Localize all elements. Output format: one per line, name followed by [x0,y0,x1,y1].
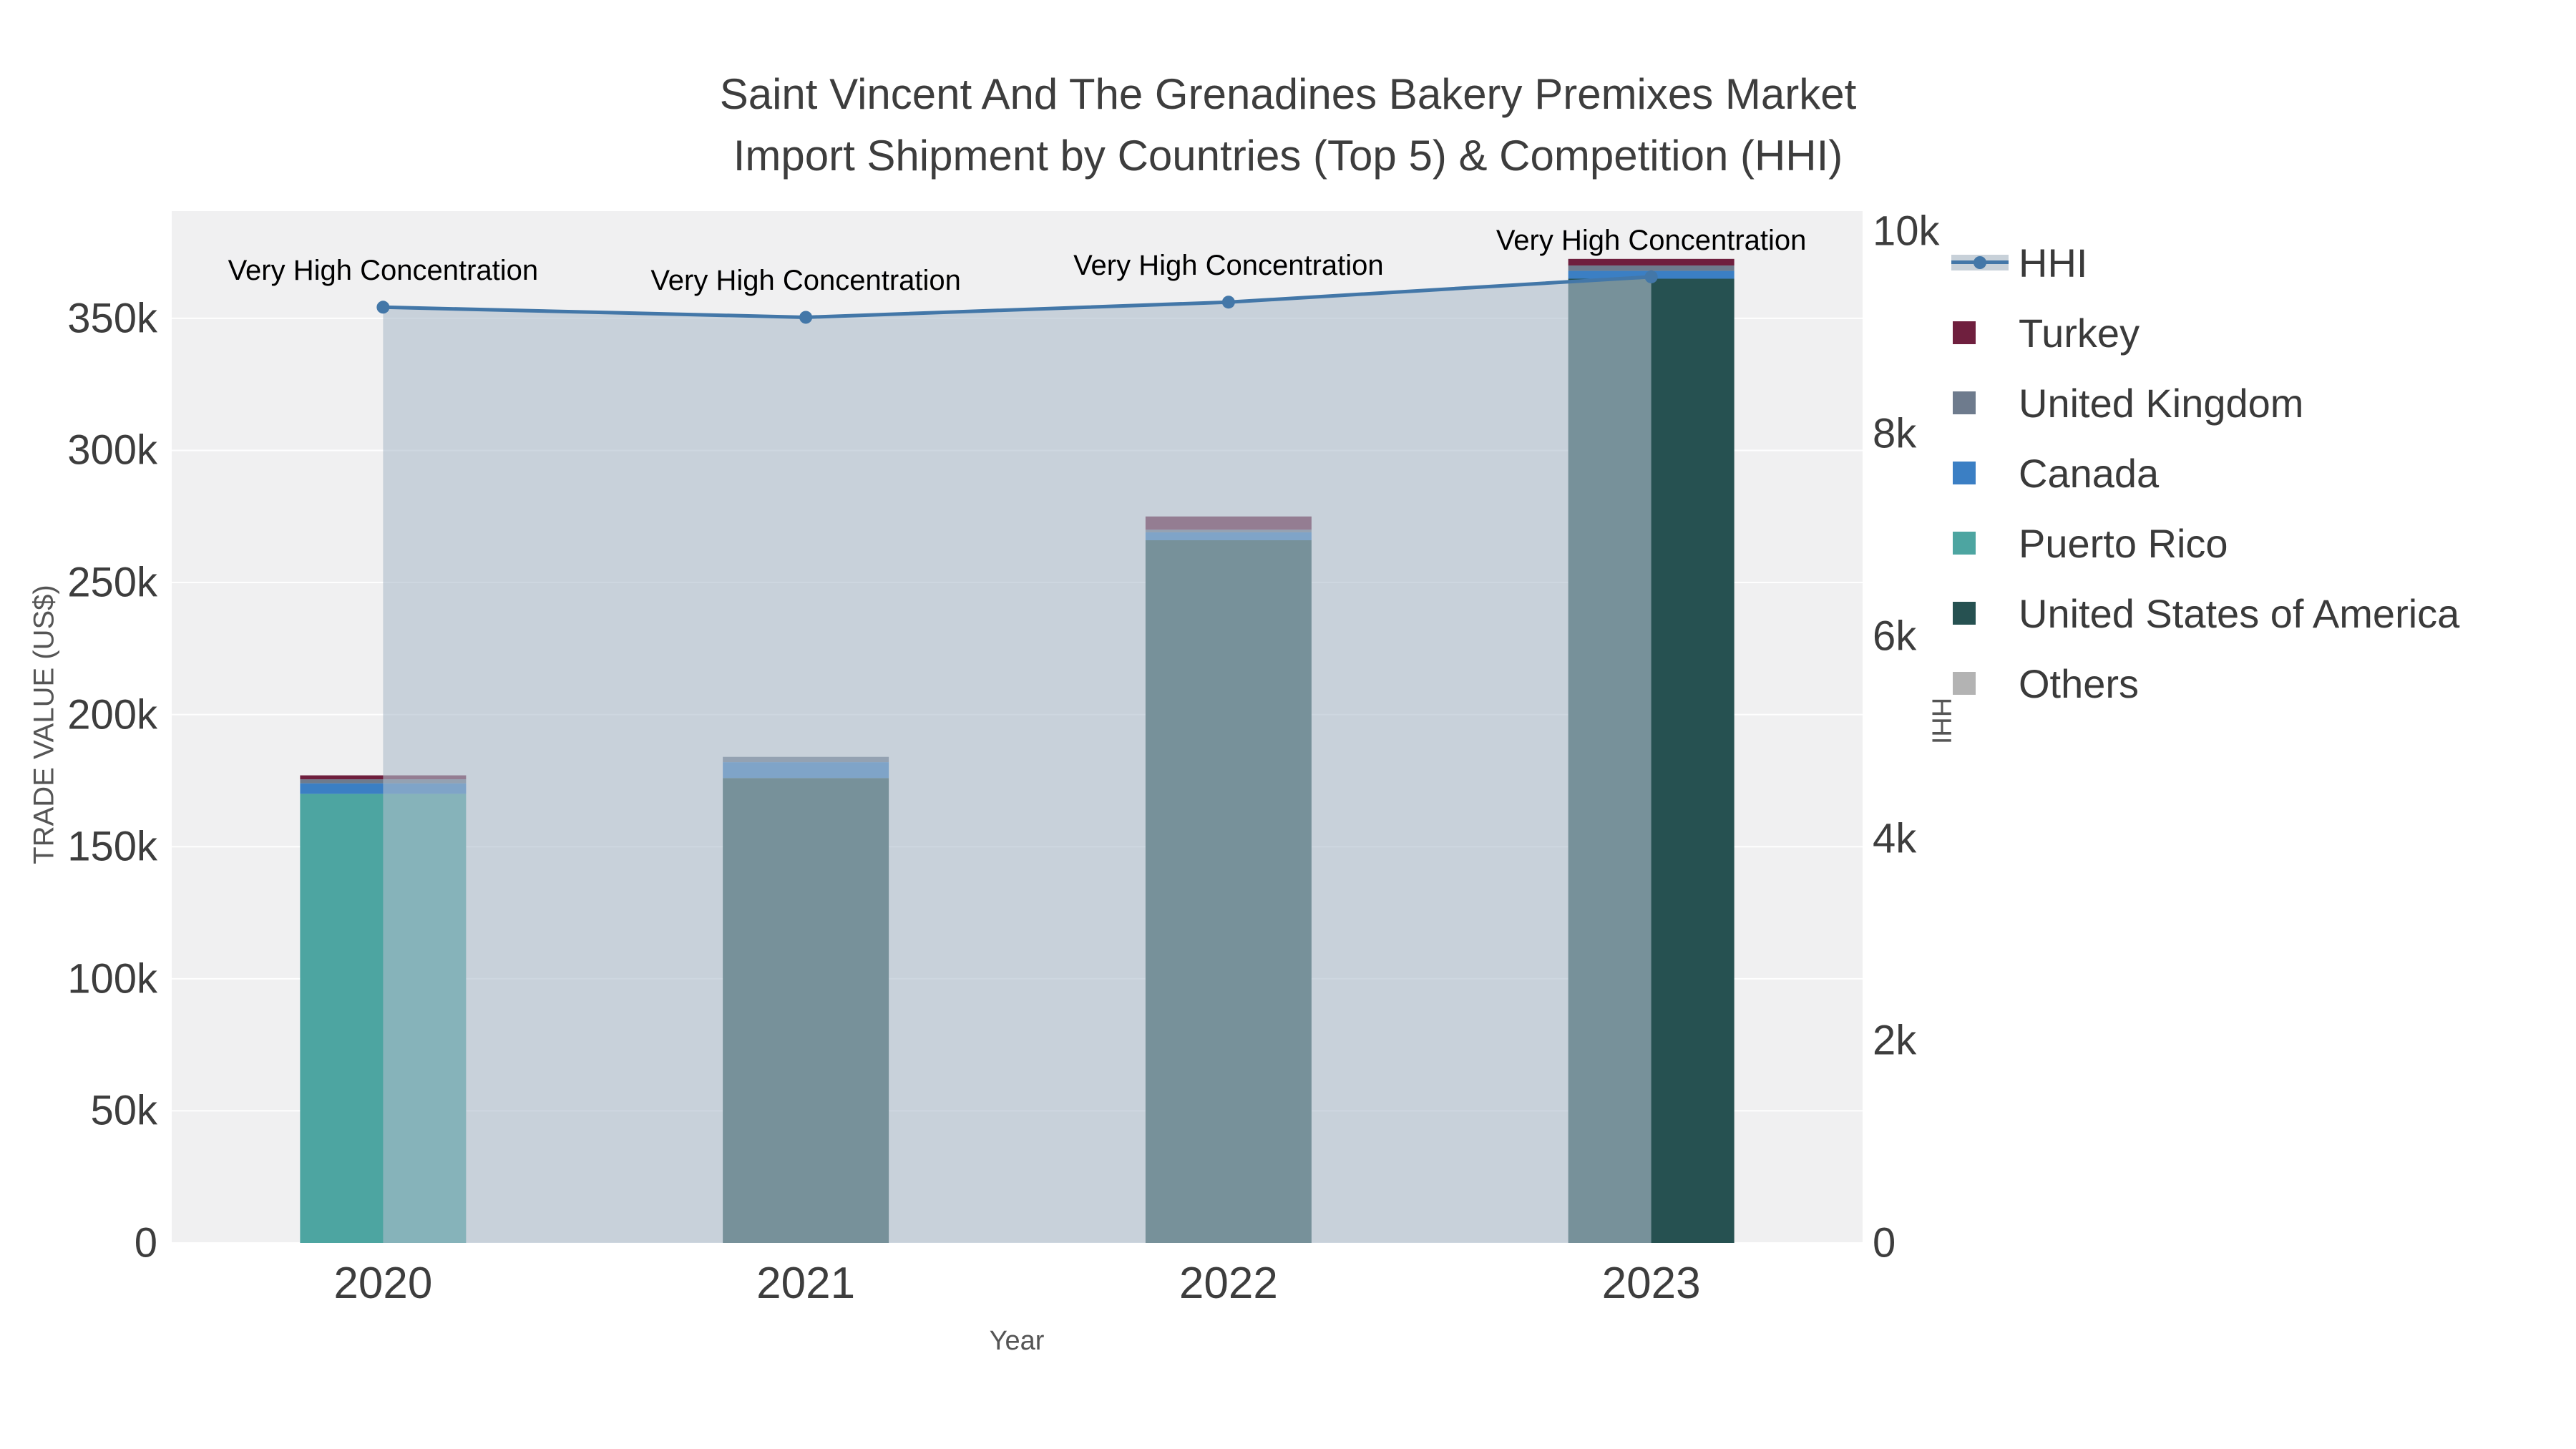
legend-label: Canada [2019,450,2160,496]
bar-segment-turkey-2023 [1568,258,1735,266]
chart-title: Saint Vincent And The Grenadines Bakery … [0,64,2576,187]
y-right-tick-0: 0 [1873,1219,1896,1267]
y-left-tick-300k: 300k [67,426,157,474]
hhi-area-fill [383,276,1652,1244]
y-left-tick-200k: 200k [67,691,157,738]
legend-swatch-icon [1951,532,2014,555]
hhi-annotation-2021: Very High Concentration [650,265,961,297]
x-tick-2021: 2021 [756,1259,856,1308]
y-right-tick-4k: 4k [1873,815,1917,862]
hhi-annotation-2020: Very High Concentration [228,255,539,287]
x-tick-2023: 2023 [1601,1259,1701,1308]
bar-segment-united-kingdom-2023 [1568,265,1735,271]
y-right-tick-6k: 6k [1873,613,1917,660]
hhi-line [383,275,1652,319]
chart-title-line-1: Saint Vincent And The Grenadines Bakery … [719,70,1857,118]
x-tick-2020: 2020 [333,1259,433,1308]
y-left-tick-350k: 350k [67,295,157,342]
y-right-tick-10k: 10k [1873,208,1940,255]
y-right-tick-2k: 2k [1873,1017,1917,1064]
legend-item-others[interactable]: Others [1951,648,2459,718]
y-left-tick-0: 0 [134,1219,157,1267]
hhi-annotation-2022: Very High Concentration [1073,250,1384,282]
legend-swatch-icon [1951,321,2014,344]
y-axis-title-left: TRADE VALUE (US$) [28,585,60,864]
legend-label: Turkey [2019,310,2140,356]
legend-label: United States of America [2019,590,2460,636]
legend-swatch-icon [1951,391,2014,414]
legend-label: HHI [2019,240,2088,286]
hhi-annotation-2023: Very High Concentration [1496,224,1807,256]
legend-swatch-icon [1951,672,2014,695]
legend-item-united-states-of-america[interactable]: United States of America [1951,578,2459,648]
y-left-tick-50k: 50k [90,1087,157,1134]
hhi-marker-2021 [799,311,813,324]
y-left-tick-100k: 100k [67,955,157,1002]
legend-label: Others [2019,660,2140,706]
legend-label: Puerto Rico [2019,520,2228,566]
x-tick-2022: 2022 [1179,1259,1278,1308]
legend-item-puerto-rico[interactable]: Puerto Rico [1951,508,2459,578]
hhi-marker-2023 [1644,270,1658,283]
legend: HHI Turkey United Kingdom Canada Puerto Rico… [1951,228,2459,718]
legend-line-marker-icon [1951,255,2014,270]
y-left-tick-250k: 250k [67,559,157,606]
hhi-marker-2022 [1221,296,1235,309]
legend-swatch-icon [1951,602,2014,625]
legend-item-united-kingdom[interactable]: United Kingdom [1951,368,2459,438]
y-left-tick-150k: 150k [67,823,157,870]
chart-title-line-2: Import Shipment by Countries (Top 5) & C… [733,132,1843,180]
legend-item-canada[interactable]: Canada [1951,438,2459,508]
legend-label: United Kingdom [2019,380,2304,426]
legend-item-hhi[interactable]: HHI [1951,228,2459,298]
hhi-marker-2020 [376,301,390,314]
legend-swatch-icon [1951,462,2014,484]
legend-item-turkey[interactable]: Turkey [1951,298,2459,368]
x-axis-title: Year [989,1326,1045,1356]
y-right-tick-8k: 8k [1873,410,1917,457]
